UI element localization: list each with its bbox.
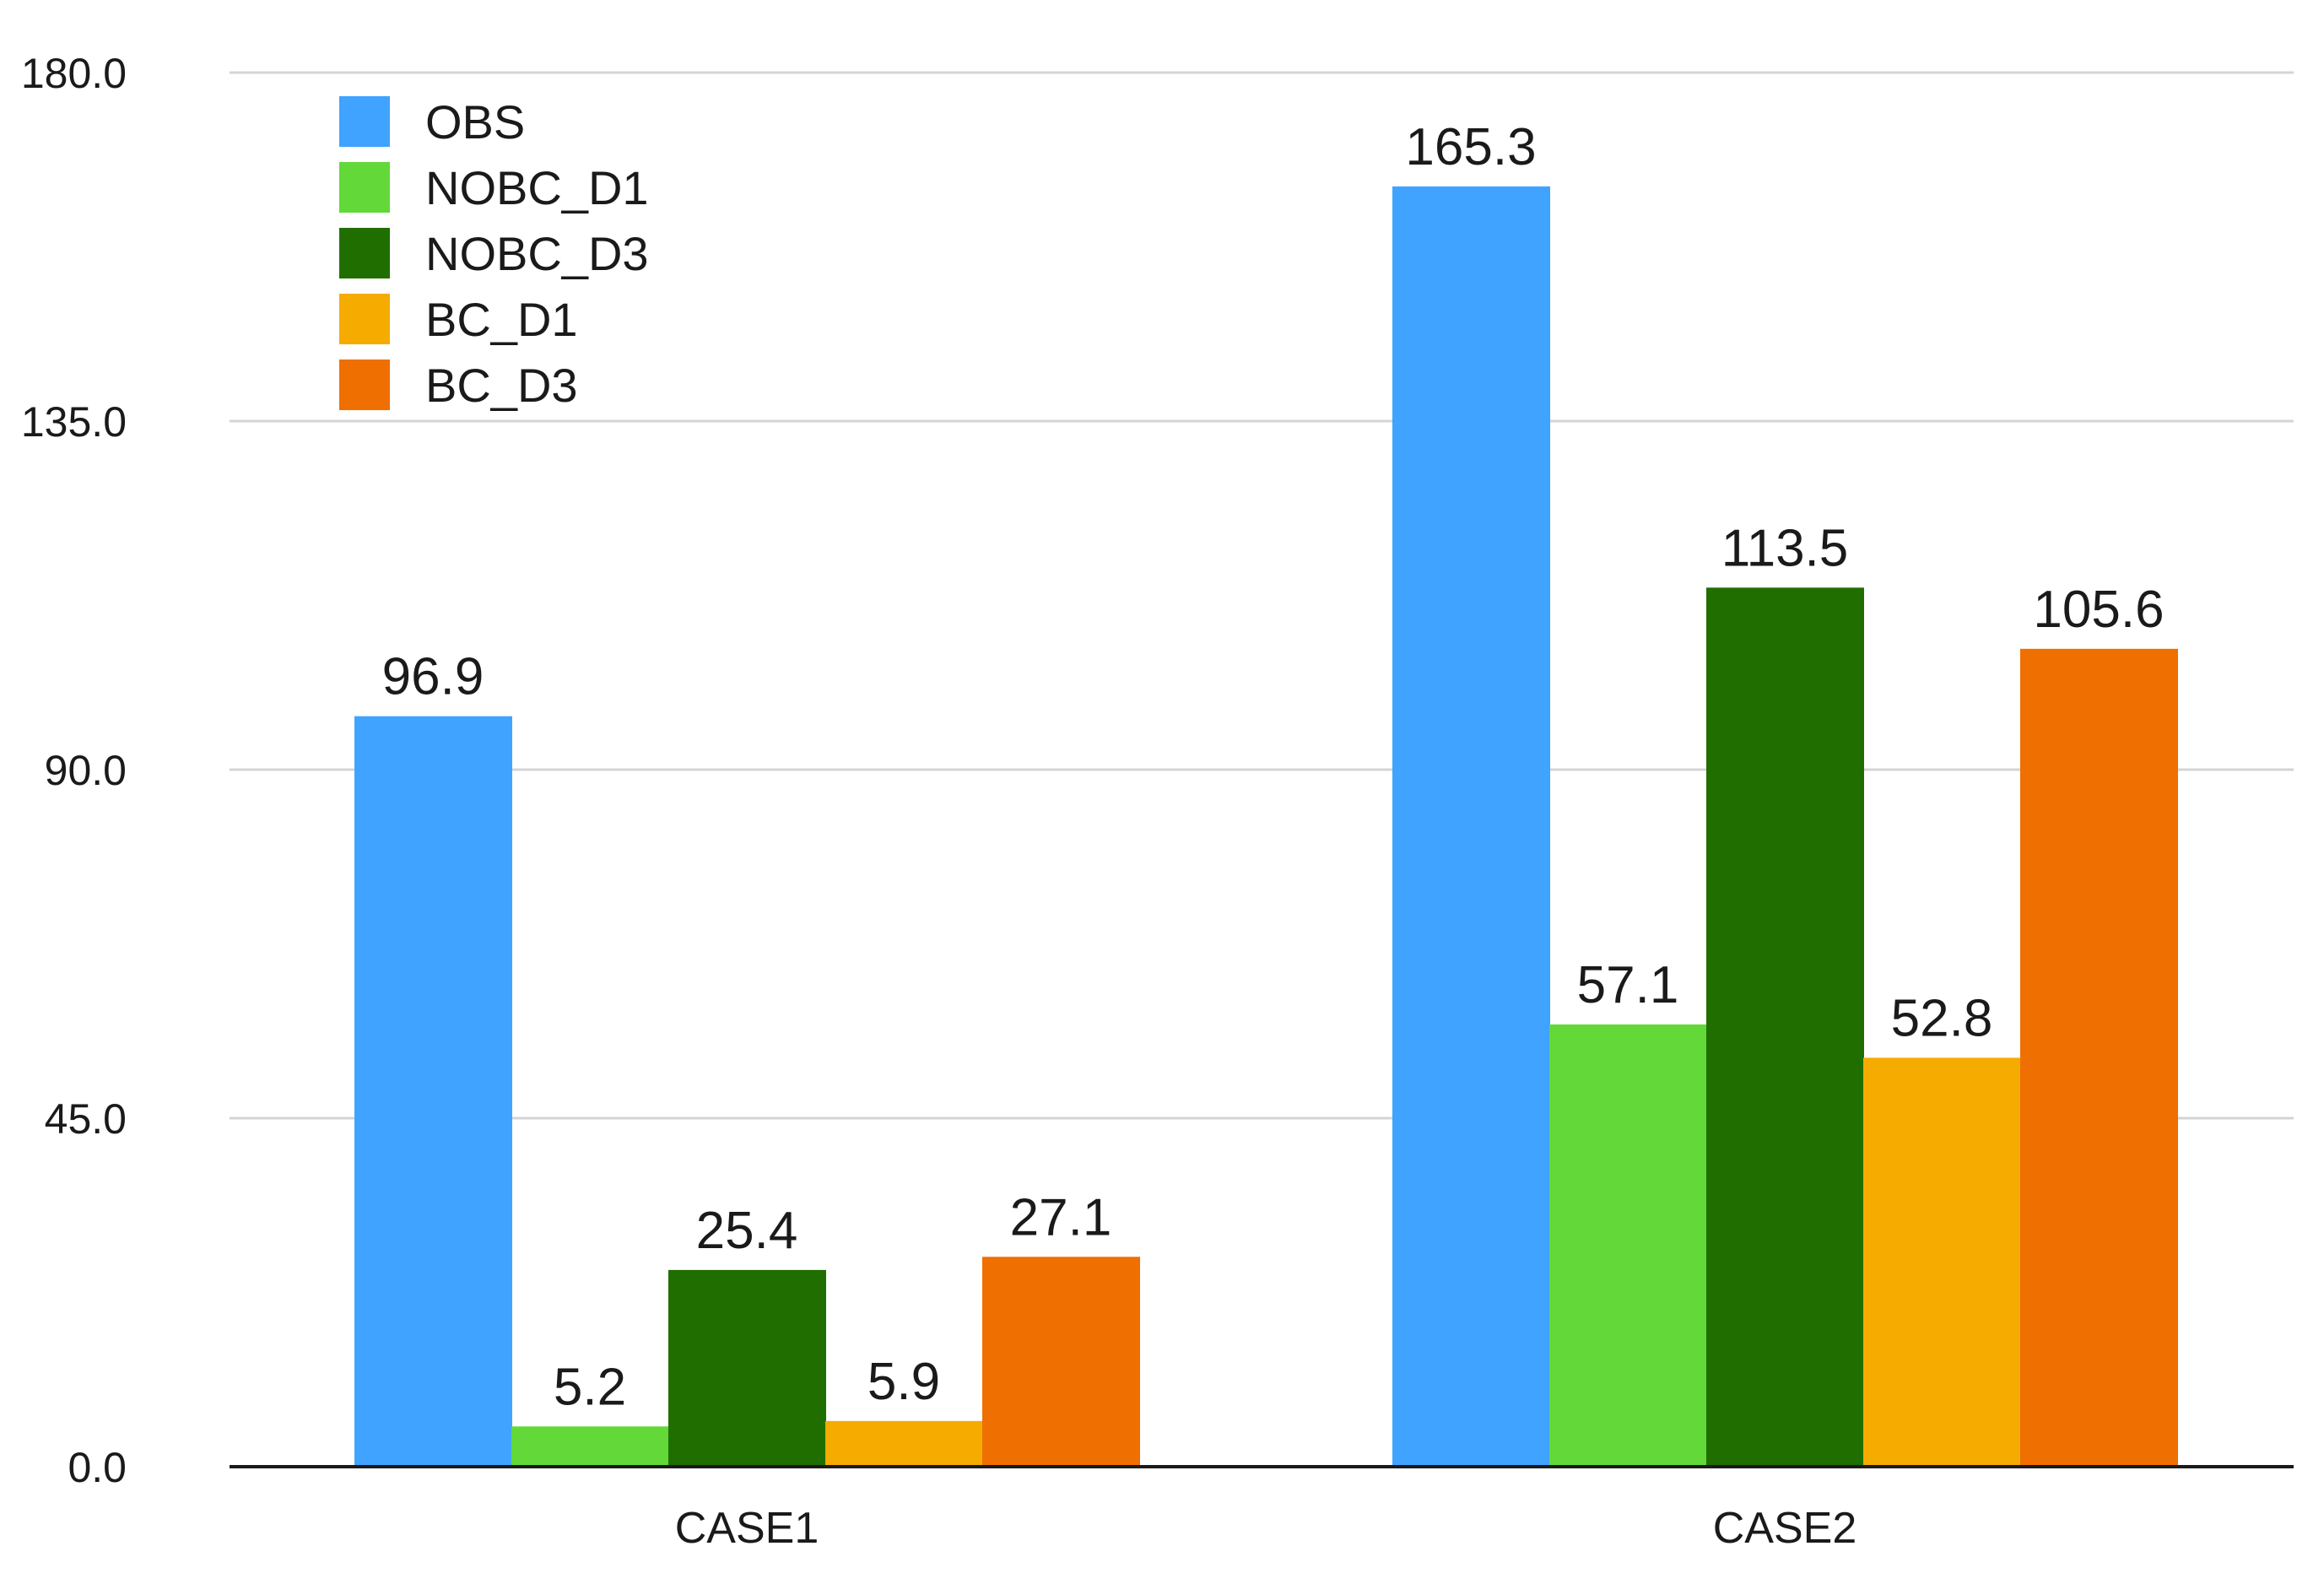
legend-label: OBS: [425, 95, 525, 149]
data-label: 96.9: [382, 648, 484, 706]
bars: [354, 186, 2178, 1467]
y-tick-label: 45.0: [45, 1095, 127, 1143]
y-tick-label: 135.0: [21, 398, 127, 446]
bar-bc-d3-case2: [2020, 648, 2178, 1467]
legend-label: NOBC_D3: [425, 227, 649, 280]
data-label: 5.9: [867, 1353, 940, 1411]
legend-item: OBS: [339, 95, 525, 149]
legend-label: BC_D3: [425, 359, 578, 412]
legend-swatch: [339, 228, 390, 278]
data-label: 105.6: [2033, 581, 2164, 639]
data-label: 5.2: [554, 1358, 626, 1416]
legend-swatch: [339, 96, 390, 147]
data-label: 165.3: [1405, 118, 1536, 176]
bar-nobc-d3-case1: [668, 1269, 826, 1467]
x-category-label: CASE1: [675, 1504, 819, 1553]
legend: OBS NOBC_D1 NOBC_D3 BC_D1 BC_D3: [339, 95, 649, 412]
bar-nobc-d3-case2: [1706, 587, 1864, 1467]
legend-item: BC_D1: [339, 293, 578, 346]
y-tick-label: 90.0: [45, 747, 127, 794]
legend-swatch: [339, 162, 390, 213]
legend-item: BC_D3: [339, 359, 578, 412]
bar-bc-d1-case2: [1863, 1057, 2021, 1467]
legend-item: NOBC_D3: [339, 227, 649, 280]
x-category-label: CASE2: [1713, 1504, 1857, 1553]
y-tick-label: 180.0: [21, 50, 127, 97]
legend-label: NOBC_D1: [425, 161, 649, 214]
data-label: 27.1: [1010, 1188, 1112, 1246]
bar-obs-case2: [1392, 186, 1550, 1467]
y-axis-ticks: 0.0 45.0 90.0 135.0 180.0: [21, 50, 127, 1491]
bar-obs-case1: [354, 716, 512, 1467]
legend-label: BC_D1: [425, 293, 578, 346]
bar-nobc-d1-case2: [1549, 1024, 1707, 1467]
legend-swatch: [339, 294, 390, 344]
bar-bc-d1-case1: [825, 1420, 983, 1467]
bar-nobc-d1-case1: [511, 1426, 669, 1467]
y-tick-label: 0.0: [68, 1444, 127, 1491]
data-labels: 96.9 5.2 25.4 5.9 27.1 165.3 57.1 113.5 52.8 105.…: [382, 118, 2165, 1416]
category-labels: CASE1 CASE2: [675, 1504, 1857, 1553]
legend-item: NOBC_D1: [339, 161, 649, 214]
legend-swatch: [339, 360, 390, 410]
data-label: 113.5: [1721, 519, 1849, 577]
bar-bc-d3-case1: [982, 1257, 1140, 1467]
data-label: 52.8: [1891, 989, 1993, 1047]
data-label: 57.1: [1577, 956, 1679, 1014]
data-label: 25.4: [696, 1202, 798, 1260]
